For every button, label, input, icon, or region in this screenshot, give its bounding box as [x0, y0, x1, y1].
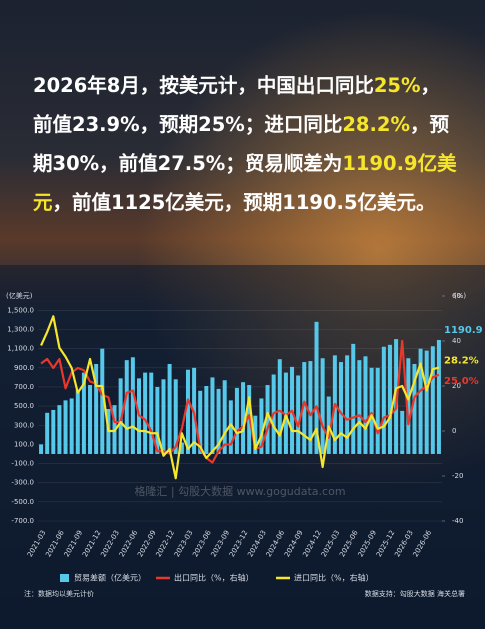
bar [387, 344, 392, 454]
bar [173, 379, 178, 454]
bar [185, 369, 190, 454]
bar [369, 367, 374, 454]
bar [81, 372, 86, 454]
bar [204, 386, 209, 454]
bar [94, 363, 99, 454]
bar [308, 361, 313, 454]
bar [363, 356, 368, 454]
bar [314, 321, 319, 454]
headline-text: ，前值23.9%，预期25%；进口同比 [33, 74, 441, 136]
y2-tick-label: 40 [452, 337, 461, 345]
bar [283, 372, 288, 454]
bar [412, 363, 417, 454]
value-label: 28.2% [444, 356, 479, 367]
bar [345, 355, 350, 454]
bar [69, 398, 74, 454]
bar [302, 362, 307, 454]
bar [277, 359, 282, 454]
legend-label: 出口同比（%，右轴） [174, 573, 254, 583]
y-axis-label: (亿美元) [6, 291, 33, 300]
bar [88, 385, 93, 454]
bar [296, 375, 301, 454]
y2-tick-label: 0 [452, 427, 456, 435]
legend-swatch [60, 574, 69, 582]
bar [228, 400, 233, 454]
headline-text: ，预期30%，前值27.5%；贸易顺差为 [33, 113, 449, 175]
line [40, 315, 440, 480]
y-tick-label: 900.0 [14, 364, 34, 372]
bar [51, 409, 56, 454]
bar [357, 360, 362, 454]
y-tick-label: 1,300.0 [7, 326, 34, 334]
bar [118, 378, 123, 454]
bar [234, 387, 239, 454]
headline-text: 25% [373, 74, 421, 97]
bar [406, 358, 411, 454]
bar [265, 385, 270, 454]
y-tick-label: 100.0 [14, 440, 34, 448]
bar [100, 348, 105, 454]
bar [149, 372, 154, 454]
bar [143, 372, 148, 454]
y-tick-label: 1,500.0 [7, 306, 34, 314]
bar [222, 380, 227, 454]
bar [155, 386, 160, 454]
bar [259, 398, 264, 454]
bar [45, 412, 50, 454]
bar [124, 360, 129, 454]
bar [241, 382, 246, 454]
y-tick-label: -500.0 [11, 498, 34, 506]
y-tick-label: 700.0 [14, 383, 34, 391]
value-label: 1190.9 [444, 325, 483, 336]
y-tick-label: 1,100.0 [7, 345, 34, 353]
bar [253, 415, 258, 454]
y2-axis-label: (%) [454, 292, 466, 300]
bar [424, 350, 429, 454]
bar [375, 367, 380, 454]
y-tick-label: -100.0 [11, 460, 34, 468]
bar [339, 362, 343, 454]
watermark: 格隆汇 | 勾股大数据 www.gogudata.com [134, 484, 345, 498]
y2-tick-label: 60 [452, 292, 461, 300]
y-tick-label: 300.0 [14, 421, 34, 429]
bar [216, 388, 221, 454]
y-tick-label: -700.0 [11, 517, 34, 525]
y-tick-label: 500.0 [14, 402, 34, 410]
bar [351, 343, 356, 454]
bar [400, 410, 405, 454]
headline-text: 1190.9亿美元 [33, 152, 457, 214]
headline-text: 2026年8月，按美元计，中国出口同比 [33, 74, 374, 97]
y2-tick-label: 20 [452, 382, 461, 390]
bar [198, 390, 203, 454]
bar [430, 346, 435, 454]
bar [75, 389, 80, 454]
source: 数据支持：勾股大数据 海关总署 [365, 589, 465, 598]
bar [320, 358, 325, 454]
bar [179, 442, 184, 454]
bar [63, 400, 68, 454]
legend-label: 进口同比（%，右轴） [294, 573, 374, 583]
headline-text: 28.2% [342, 113, 410, 136]
bar [57, 405, 62, 454]
headline-text: ，前值1125亿美元，预期1190.5亿美元。 [52, 191, 436, 214]
bar [418, 348, 423, 454]
note: 注：数据均以美元计价 [24, 589, 94, 598]
bar [130, 357, 135, 454]
y-tick-label: -300.0 [11, 479, 34, 487]
y2-tick-label: -40 [452, 517, 463, 525]
bar [381, 346, 386, 454]
bar [436, 339, 441, 454]
headline: 2026年8月，按美元计，中国出口同比25%，前值23.9%，预期25%；进口同… [33, 66, 457, 222]
value-label: 25.0% [444, 376, 479, 387]
bar [161, 379, 166, 454]
bar [210, 377, 215, 454]
bar [39, 444, 44, 454]
legend-label: 贸易差额（亿美元） [74, 573, 146, 583]
bar [326, 396, 331, 454]
bar [167, 363, 172, 454]
y2-tick-label: -20 [452, 472, 463, 480]
